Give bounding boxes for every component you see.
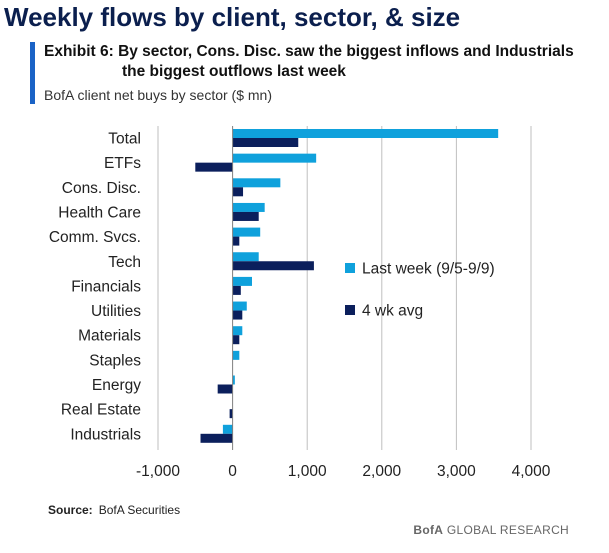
category-label: Industrials: [70, 426, 141, 443]
category-label: Utilities: [91, 303, 141, 320]
page-title: Weekly flows by client, sector, & size: [4, 2, 461, 32]
category-label: Cons. Disc.: [62, 180, 141, 197]
legend-swatch-last-week: [345, 263, 355, 273]
source-note: Source: BofA Securities: [48, 503, 180, 517]
exhibit-accent-bar: [30, 42, 35, 104]
footer-brand-rest: GLOBAL RESEARCH: [446, 523, 569, 537]
x-tick-label: 3,000: [437, 463, 476, 480]
footer-brand: BofA GLOBAL RESEARCH: [413, 523, 569, 537]
bar-4wk-avg: [232, 236, 240, 246]
category-label: Real Estate: [61, 402, 141, 419]
source-text: BofA Securities: [98, 503, 181, 517]
legend-label-last-week: Last week (9/5-9/9): [362, 261, 495, 278]
bar-last-week: [232, 129, 499, 138]
bar-4wk-avg: [232, 211, 259, 221]
bar-4wk-avg: [195, 162, 233, 172]
x-tick-label: 1,000: [288, 463, 327, 480]
bar-last-week: [232, 202, 265, 212]
bar-4wk-avg: [232, 261, 314, 271]
bar-last-week: [232, 301, 247, 311]
bar-4wk-avg: [232, 310, 243, 320]
category-label: ETFs: [104, 155, 141, 172]
bar-last-week: [232, 252, 259, 262]
x-tick-label: 0: [228, 463, 237, 480]
bar-last-week: [232, 326, 243, 336]
legend-swatch-4wk-avg: [345, 305, 355, 315]
bar-last-week: [232, 178, 281, 188]
exhibit-caption: Exhibit 6: By sector, Cons. Disc. saw th…: [44, 42, 604, 82]
bar-last-week: [232, 350, 240, 360]
category-label: Total: [108, 131, 141, 148]
category-label: Energy: [92, 377, 141, 394]
bar-4wk-avg: [232, 335, 240, 345]
bar-last-week: [232, 375, 235, 385]
source-label: Source:: [48, 503, 93, 517]
bar-4wk-avg: [217, 384, 233, 394]
category-label: Comm. Svcs.: [49, 229, 141, 246]
bar-last-week: [222, 424, 233, 434]
x-tick-label: -1,000: [136, 463, 180, 480]
x-tick-label: 4,000: [512, 463, 551, 480]
category-label: Financials: [71, 278, 141, 295]
exhibit-line-2: the biggest outflows last week: [122, 63, 346, 80]
bar-4wk-avg: [232, 187, 244, 197]
category-label: Staples: [89, 352, 141, 369]
x-tick-label: 2,000: [362, 463, 401, 480]
bar-4wk-avg: [200, 433, 233, 443]
bar-4wk-avg: [232, 138, 299, 147]
legend-label-4wk-avg: 4 wk avg: [362, 303, 423, 320]
bar-4wk-avg: [232, 285, 241, 295]
exhibit-line-1: Exhibit 6: By sector, Cons. Disc. saw th…: [44, 43, 574, 60]
bar-last-week: [232, 227, 261, 237]
bar-last-week: [232, 153, 317, 163]
category-label: Health Care: [58, 204, 141, 221]
category-label: Materials: [78, 328, 141, 345]
footer-brand-name: BofA: [413, 523, 444, 537]
chart-subtitle: BofA client net buys by sector ($ mn): [44, 87, 272, 103]
bar-last-week: [232, 276, 252, 286]
category-label: Tech: [108, 254, 141, 271]
bar-4wk-avg: [229, 409, 233, 419]
